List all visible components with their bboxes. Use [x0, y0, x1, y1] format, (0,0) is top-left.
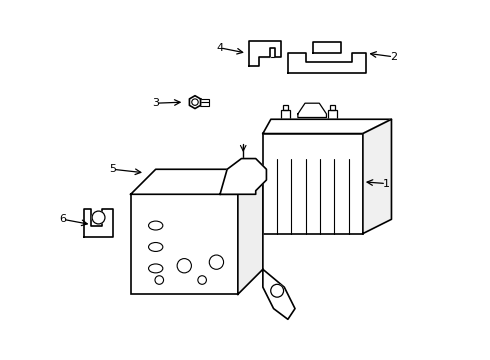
Circle shape: [155, 276, 164, 284]
Text: 5: 5: [109, 164, 116, 174]
Text: 1: 1: [383, 179, 390, 189]
Text: 6: 6: [59, 214, 66, 224]
Text: 3: 3: [152, 98, 159, 108]
Polygon shape: [263, 119, 392, 134]
Polygon shape: [220, 158, 267, 194]
Polygon shape: [363, 119, 392, 234]
Bar: [263, 134, 363, 234]
Polygon shape: [248, 41, 281, 66]
Polygon shape: [131, 169, 263, 194]
Ellipse shape: [209, 255, 223, 269]
Circle shape: [198, 276, 206, 284]
Bar: [200, 99, 209, 106]
Text: 2: 2: [390, 52, 397, 62]
Polygon shape: [84, 208, 113, 237]
Polygon shape: [190, 96, 200, 109]
Text: 4: 4: [217, 43, 223, 53]
Ellipse shape: [148, 243, 163, 251]
Polygon shape: [288, 53, 367, 73]
Bar: [330, 105, 335, 111]
Circle shape: [92, 211, 105, 224]
Polygon shape: [263, 269, 295, 319]
Bar: [283, 105, 288, 111]
Circle shape: [270, 284, 284, 297]
Circle shape: [192, 99, 198, 105]
Ellipse shape: [148, 221, 163, 230]
Ellipse shape: [177, 258, 192, 273]
Bar: [131, 194, 238, 294]
Ellipse shape: [148, 264, 163, 273]
Bar: [281, 111, 290, 119]
Polygon shape: [238, 169, 263, 294]
Bar: [328, 111, 337, 119]
